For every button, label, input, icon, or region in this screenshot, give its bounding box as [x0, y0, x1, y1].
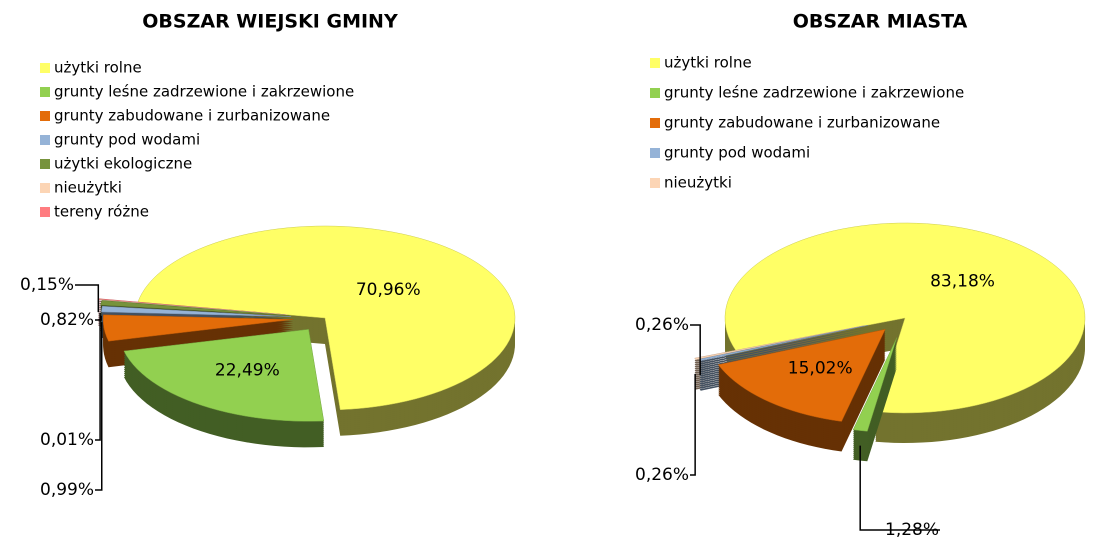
legend-swatch: [650, 118, 660, 128]
legend-label: użytki rolne: [54, 59, 142, 77]
legend-label: grunty zabudowane i zurbanizowane: [664, 114, 940, 132]
leader-line: [690, 324, 701, 375]
legend-swatch: [40, 135, 50, 145]
legend-swatch: [40, 183, 50, 193]
slice: [852, 337, 898, 432]
legend-swatch: [650, 88, 660, 98]
legend-swatch: [40, 207, 50, 217]
legend-swatch: [650, 148, 660, 158]
slice: [137, 225, 516, 410]
data-label: 15,02%: [788, 359, 853, 379]
slice: [724, 222, 1086, 414]
leader-line: [95, 322, 103, 491]
chart-title: OBSZAR MIASTA: [793, 11, 968, 33]
slice: [717, 328, 886, 422]
slice-side: [694, 329, 864, 364]
slice: [102, 314, 294, 342]
legend-swatch: [650, 58, 660, 68]
legend-label: tereny różne: [54, 203, 149, 221]
legend-swatch: [40, 111, 50, 121]
data-label: 0,01%: [40, 430, 94, 450]
legend-label: nieużytki: [54, 179, 122, 197]
legend-swatch: [40, 87, 50, 97]
legend-label: grunty zabudowane i zurbanizowane: [54, 107, 330, 125]
slice-side: [694, 333, 864, 368]
data-label: 70,96%: [356, 280, 421, 300]
data-label: 83,18%: [930, 271, 995, 291]
slice: [99, 299, 288, 316]
legend-swatch: [40, 63, 50, 73]
data-label: 0,26%: [635, 465, 689, 485]
slice: [101, 305, 292, 317]
slice: [694, 325, 864, 360]
legend-label: grunty leśne zadrzewione i zakrzewione: [664, 84, 964, 102]
legend-label: nieużytki: [664, 174, 732, 192]
leader-line: [859, 445, 940, 531]
data-label: 22,49%: [215, 360, 280, 380]
chart-title: OBSZAR WIEJSKI GMINY: [142, 11, 398, 33]
leader-line: [95, 312, 101, 441]
data-label: 0,26%: [635, 315, 689, 335]
legend-swatch: [40, 159, 50, 169]
leader-line: [95, 315, 102, 321]
slice-side: [699, 327, 868, 363]
legend-label: użytki ekologiczne: [54, 155, 192, 173]
slice: [123, 329, 325, 422]
legend-label: grunty pod wodami: [664, 144, 810, 162]
data-label: 0,15%: [20, 275, 74, 295]
slice-side: [699, 329, 868, 365]
leader-line: [690, 373, 696, 476]
legend-swatch: [650, 178, 660, 188]
data-label: 0,99%: [40, 480, 94, 500]
slice: [100, 300, 290, 316]
slice-side: [694, 331, 864, 366]
data-label: 0,82%: [40, 310, 94, 330]
legend-label: użytki rolne: [664, 54, 752, 72]
leader-line: [75, 284, 100, 313]
legend-label: grunty leśne zadrzewione i zakrzewione: [54, 83, 354, 101]
legend-label: grunty pod wodami: [54, 131, 200, 149]
slice-side: [699, 331, 868, 367]
data-label: 1,28%: [885, 520, 939, 540]
